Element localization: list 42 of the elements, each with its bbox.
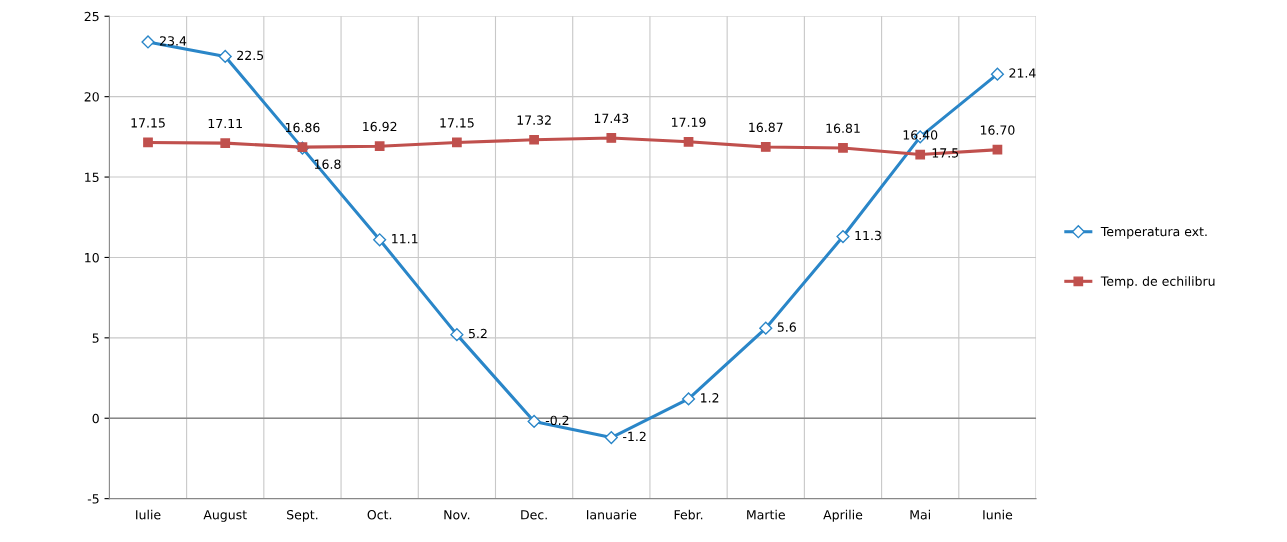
y-tick-label: 5 bbox=[92, 333, 99, 343]
y-tick-label: 25 bbox=[84, 11, 99, 22]
x-tick-label: Mai bbox=[910, 509, 930, 520]
x-tick-label: Sept. bbox=[287, 509, 318, 522]
legend-label: Temperatura ext. bbox=[1100, 226, 1207, 239]
data-label: 17.19 bbox=[672, 117, 706, 127]
x-tick-label: August bbox=[203, 510, 247, 522]
x-tick-label: Aprilie bbox=[823, 509, 863, 522]
x-tick-label: Martie bbox=[747, 509, 785, 520]
y-tick-label: 20 bbox=[84, 92, 99, 102]
data-label: 17.32 bbox=[517, 115, 551, 125]
x-tick-label: Febr. bbox=[674, 509, 703, 520]
x-tick-label: Nov. bbox=[444, 510, 470, 520]
x-tick-label: Dec. bbox=[521, 510, 547, 520]
data-label: 16.70 bbox=[980, 125, 1015, 135]
y-tick-label: 15 bbox=[85, 172, 99, 182]
data-label: 16.86 bbox=[285, 122, 320, 133]
data-label: 16.81 bbox=[826, 123, 860, 134]
x-tick-label: Iulie bbox=[136, 509, 161, 520]
data-label: 5.2 bbox=[468, 328, 487, 339]
x-tick-label: Oct. bbox=[367, 509, 392, 520]
data-label: 5.6 bbox=[777, 322, 796, 332]
legend-label: Temp. de echilibru bbox=[1100, 276, 1215, 289]
data-label: 11.3 bbox=[855, 230, 881, 241]
data-label: -0.2 bbox=[545, 415, 569, 426]
data-label: 11.1 bbox=[392, 234, 418, 244]
data-label: 16.92 bbox=[363, 121, 397, 132]
y-tick-label: -5 bbox=[87, 494, 99, 504]
data-label: 17.15 bbox=[131, 118, 165, 128]
data-label: 21.4 bbox=[1009, 68, 1036, 78]
data-label: 17.15 bbox=[440, 118, 474, 128]
x-tick-label: Iunie bbox=[983, 509, 1013, 520]
data-label: -1.2 bbox=[623, 431, 646, 441]
data-label: 1.2 bbox=[701, 393, 719, 403]
data-label: 17.43 bbox=[594, 113, 629, 124]
data-label: 22.5 bbox=[237, 50, 264, 61]
data-label: 23.4 bbox=[160, 36, 187, 46]
data-label: 16.87 bbox=[749, 122, 783, 133]
y-tick-label: 10 bbox=[85, 252, 99, 263]
x-tick-label: Ianuarie bbox=[586, 509, 637, 520]
data-label: 17.11 bbox=[208, 118, 242, 129]
y-tick-label: 0 bbox=[92, 413, 99, 424]
